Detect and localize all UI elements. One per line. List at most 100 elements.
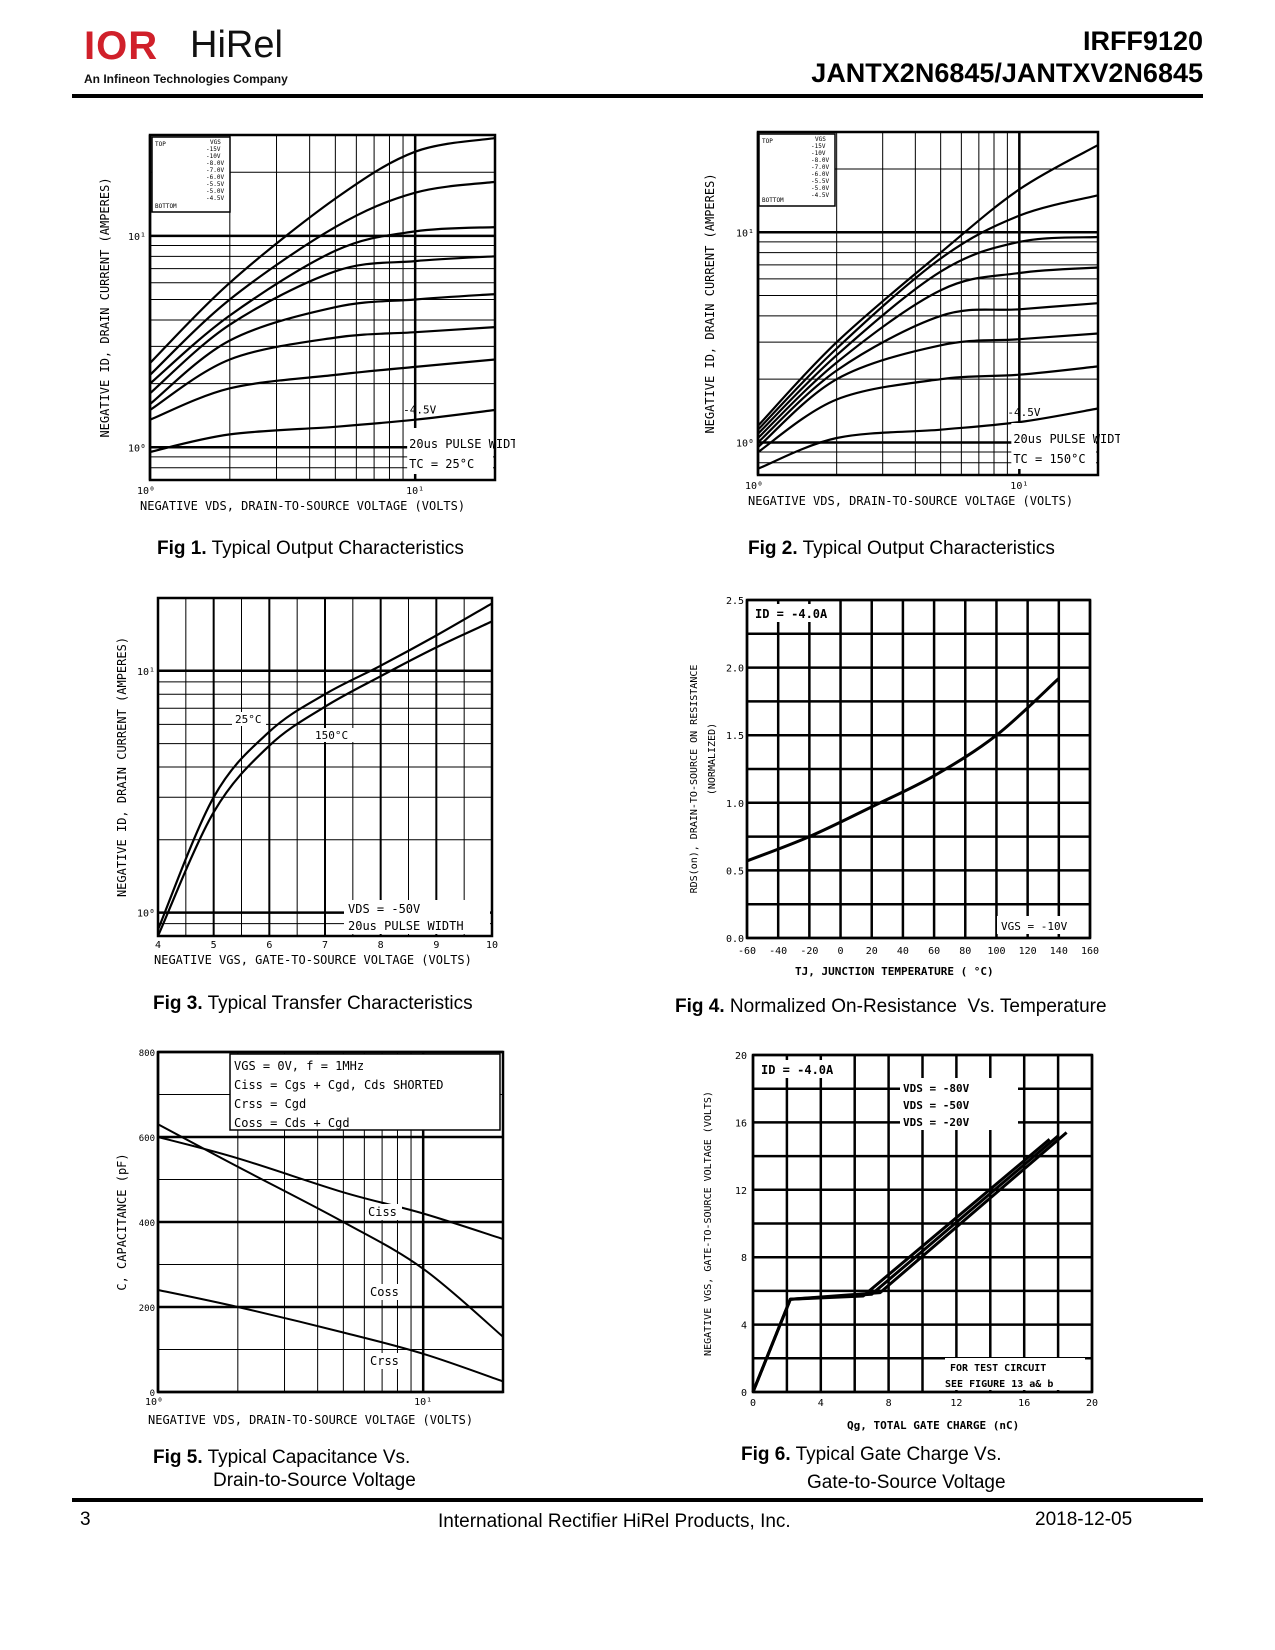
- curve-label-150c: 150°C: [315, 729, 348, 742]
- curve-1: [757, 144, 1099, 427]
- label-bg: [368, 1353, 404, 1369]
- legend-line: Ciss = Cgs + Cgd, Cds SHORTED: [234, 1078, 444, 1092]
- x-axis-label: NEGATIVE VGS, GATE-TO-SOURCE VOLTAGE (VO…: [154, 953, 472, 967]
- curve-6: [757, 332, 1099, 448]
- figure-1-caption: Fig 1. Typical Output Characteristics: [157, 538, 464, 560]
- x-tick-label: 10⁰: [145, 1397, 163, 1408]
- y-tick-label: 10¹: [736, 228, 754, 239]
- figure-4-number: Fig 4.: [675, 996, 725, 1017]
- plot-frame: [745, 598, 1092, 940]
- rds-curve: [746, 677, 1060, 863]
- logo-hirel: HiRel: [190, 24, 283, 66]
- legend-box: [229, 1053, 501, 1131]
- y-tick-label: 800: [139, 1049, 155, 1059]
- legend-value: -15V: [206, 146, 221, 153]
- curve-1: [149, 137, 496, 364]
- curve-5: [757, 302, 1099, 444]
- curve-2: [757, 194, 1099, 431]
- y-tick-label: 10⁰: [736, 438, 754, 449]
- legend-value: -7.0V: [811, 164, 829, 171]
- y-axis-label: NEGATIVE ID, DRAIN CURRENT (AMPERES): [703, 173, 717, 433]
- figure-5-title-line2: Drain-to-Source Voltage: [213, 1470, 416, 1491]
- y-tick-label: 10⁰: [128, 443, 146, 454]
- legend-value: -6.0V: [206, 174, 224, 181]
- figure-6-number: Fig 6.: [741, 1444, 791, 1465]
- note-bg: [344, 900, 490, 934]
- x-tick-label: 12: [950, 1398, 962, 1409]
- legend-value: -8.0V: [811, 157, 829, 164]
- x-tick-label: 20: [1086, 1398, 1098, 1409]
- header-rule: [72, 94, 1203, 98]
- curve-3: [149, 226, 496, 385]
- legend-value: -4.5V: [206, 195, 224, 202]
- logo-ior: IOR: [84, 24, 159, 68]
- id-note: ID = -4.0A: [761, 1063, 834, 1077]
- id-note: ID = -4.0A: [755, 607, 828, 621]
- x-axis-label: NEGATIVE VDS, DRAIN-TO-SOURCE VOLTAGE (V…: [140, 499, 465, 513]
- x-axis-label: NEGATIVE VDS, DRAIN-TO-SOURCE VOLTAGE (V…: [148, 1413, 473, 1427]
- x-tick-label: 6: [266, 940, 272, 951]
- label-bg: [313, 728, 355, 742]
- legend-bottom: BOTTOM: [155, 203, 177, 210]
- y-tick-label: 0.5: [726, 866, 744, 877]
- figure-2-caption: Fig 2. Typical Output Characteristics: [748, 538, 1055, 560]
- x-tick-label: 4: [818, 1398, 824, 1409]
- x-tick-label: 80: [959, 946, 971, 957]
- note-bg: [945, 1358, 1085, 1390]
- x-tick-label: 16: [1018, 1398, 1030, 1409]
- legend-box: [758, 133, 836, 207]
- figure-6-title-line2: Gate-to-Source Voltage: [807, 1472, 1006, 1493]
- legend-header: VGS: [210, 139, 221, 146]
- x-tick-label: 160: [1081, 946, 1099, 957]
- curve-150c: [156, 620, 493, 937]
- x-tick-label: 9: [433, 940, 439, 951]
- x-tick-label: 8: [886, 1398, 892, 1409]
- y-tick-label: 0.0: [726, 934, 744, 945]
- x-tick-label: 20: [866, 946, 878, 957]
- curve-coss: [157, 1123, 504, 1338]
- x-tick-label: 10¹: [406, 486, 424, 497]
- note-bg: [900, 1078, 1018, 1130]
- legend-line: VGS = 0V, f = 1MHz: [234, 1059, 364, 1073]
- y-tick-label: 8: [741, 1253, 747, 1264]
- x-tick-label: 5: [211, 940, 217, 951]
- x-tick-label: 10⁰: [745, 481, 763, 492]
- curve-6: [149, 326, 496, 411]
- curve-label-25c: 25°C: [235, 713, 262, 726]
- temp-note: TC = 25°C: [409, 457, 474, 471]
- figure-2-number: Fig 2.: [748, 538, 798, 559]
- y-tick-label: 400: [139, 1219, 155, 1229]
- x-tick-label: 0: [838, 946, 844, 957]
- label-bg: [366, 1204, 402, 1220]
- x-axis-label: NEGATIVE VDS, DRAIN-TO-SOURCE VOLTAGE (V…: [748, 494, 1073, 508]
- curve-label: -4.5V: [1007, 406, 1040, 419]
- legend-value: -15V: [811, 143, 826, 150]
- legend-value: -6.0V: [811, 171, 829, 178]
- vds-label: VDS = -20V: [903, 1116, 970, 1129]
- note-bg: [407, 428, 493, 474]
- curve-label: Coss: [370, 1285, 399, 1299]
- x-tick-label: 4: [155, 940, 161, 951]
- y-tick-label: 600: [139, 1134, 155, 1144]
- figure-1-chart: TOP BOTTOM VGS-15V-10V-8.0V-7.0V-6.0V-5.5V…: [98, 133, 515, 513]
- note-bg: [751, 604, 833, 622]
- x-tick-label: 8: [378, 940, 384, 951]
- x-tick-label: 10: [486, 940, 498, 951]
- legend-value: -7.0V: [206, 167, 224, 174]
- x-axis-label: TJ, JUNCTION TEMPERATURE ( °C): [795, 965, 994, 978]
- curve-crss: [157, 1289, 504, 1383]
- x-tick-label: 10⁰: [137, 486, 155, 497]
- legend-value: -5.0V: [811, 185, 829, 192]
- legend-bottom: BOTTOM: [762, 197, 784, 204]
- legend-header: VGS: [815, 136, 826, 143]
- figure-3-title: Typical Transfer Characteristics: [207, 993, 473, 1014]
- legend-line: Coss = Cds + Cgd: [234, 1116, 350, 1130]
- curve-7: [757, 365, 1099, 454]
- figure-4-title: Normalized On-Resistance Vs. Temperature: [729, 996, 1107, 1017]
- curve-vds-1: [751, 1138, 1051, 1393]
- plot-frame: [156, 596, 494, 938]
- legend-value: -5.0V: [206, 188, 224, 195]
- label-bg: [368, 1284, 404, 1300]
- legend-value: -5.5V: [811, 178, 829, 185]
- x-tick-label: 7: [322, 940, 328, 951]
